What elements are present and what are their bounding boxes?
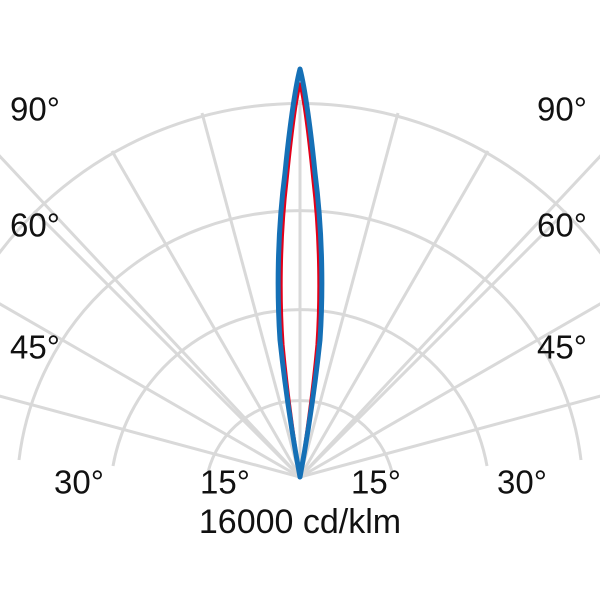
grid-spoke-45-right [298,209,568,479]
axis-label-left-15: 15° [200,464,250,501]
axis-label-left-30: 30° [54,464,104,501]
grid-spoke-60-right [299,302,600,479]
axis-label-right-60: 60° [537,207,587,244]
axis-label-right-90: 90° [537,91,587,128]
curve-c0-c180 [275,66,325,480]
distribution-curves [275,66,325,480]
grid-spoke-30-left [110,150,302,478]
axis-label-right-30: 30° [497,464,547,501]
axis-label-left-45: 45° [10,329,60,366]
grid-spoke-15-left [200,112,302,478]
angle-axis-labels: 90° 60° 45° 30° 15° 15° 30° 45° 60° 90° [10,91,587,501]
radial-unit-label: 16000 cd/klm [199,503,401,541]
grid-spoke-30-right [298,150,490,478]
axis-label-right-45: 45° [537,329,587,366]
axis-label-left-60: 60° [10,207,60,244]
grid-spoke-90-left [0,154,302,479]
grid-spoke-75-left [0,394,301,479]
axis-label-left-90: 90° [10,91,60,128]
grid-spoke-60-left [0,302,301,479]
grid-spoke-90-right [298,154,600,479]
axis-label-right-15: 15° [351,464,401,501]
grid-spoke-15-right [298,112,400,478]
polar-grid [0,100,600,479]
grid-spoke-45-left [32,209,302,479]
grid-spoke-75-right [299,394,600,479]
